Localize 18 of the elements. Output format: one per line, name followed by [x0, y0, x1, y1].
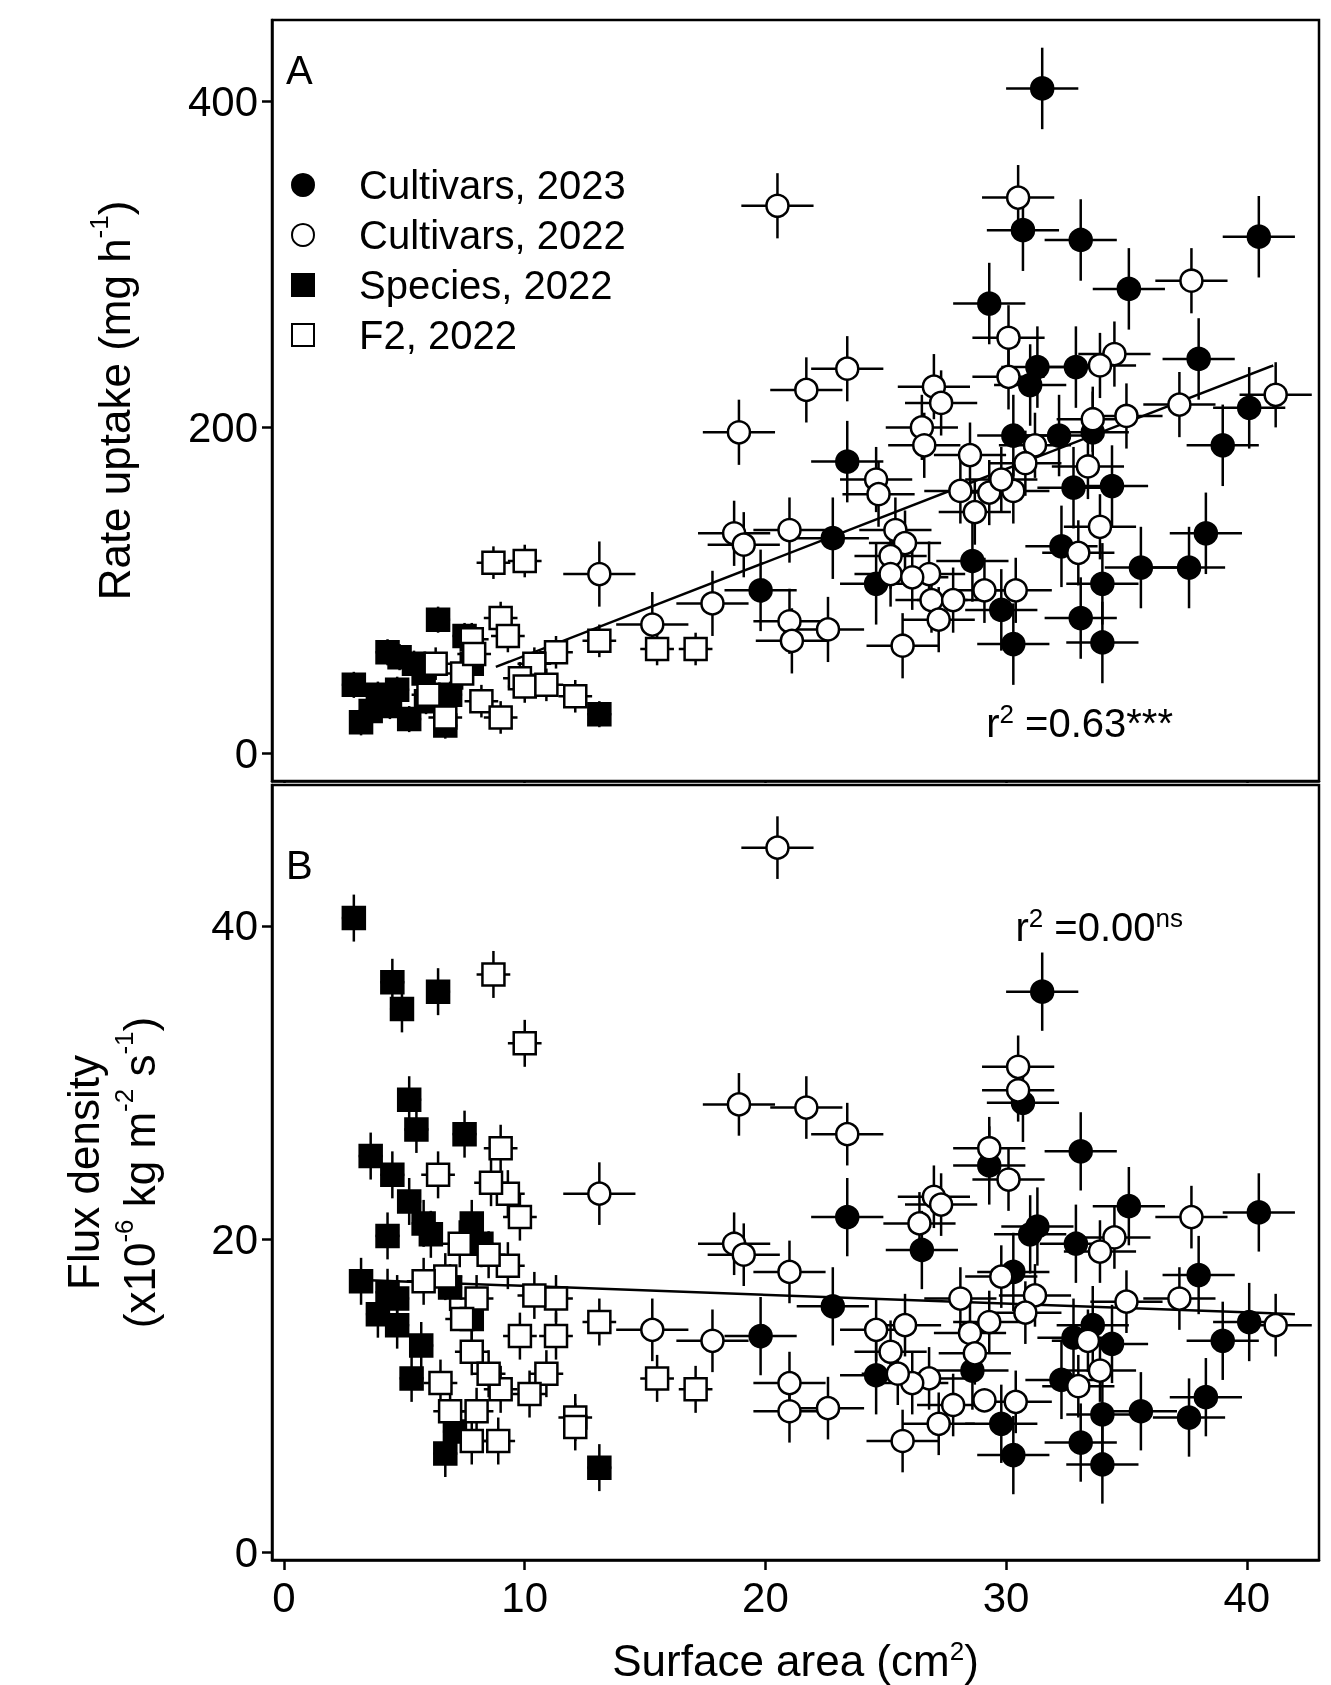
- legend-label: Cultivars, 2023: [359, 163, 626, 207]
- x-tick-label: 40: [1223, 1573, 1271, 1621]
- y-tick-label: 40: [211, 902, 258, 950]
- x-tick-label: 20: [742, 1573, 789, 1621]
- y-tick-label: 0: [234, 729, 258, 777]
- y-tick-label: 0: [234, 1528, 258, 1576]
- x-tick-label: 10: [501, 1573, 549, 1621]
- y-tick-label: 200: [187, 403, 258, 451]
- x-tick-label: 0: [272, 1573, 296, 1621]
- annotation: B: [286, 843, 313, 887]
- y-tick-label: 20: [211, 1215, 258, 1263]
- x-tick-label: 30: [982, 1573, 1030, 1621]
- annotation: A: [286, 48, 313, 92]
- legend-label: Cultivars, 2022: [359, 213, 626, 257]
- legend-label: F2, 2022: [359, 313, 517, 357]
- legend-label: Species, 2022: [359, 263, 613, 307]
- y-tick-label: 400: [187, 77, 258, 125]
- y-axis-title: Rate uptake (mg h-1): [84, 200, 139, 601]
